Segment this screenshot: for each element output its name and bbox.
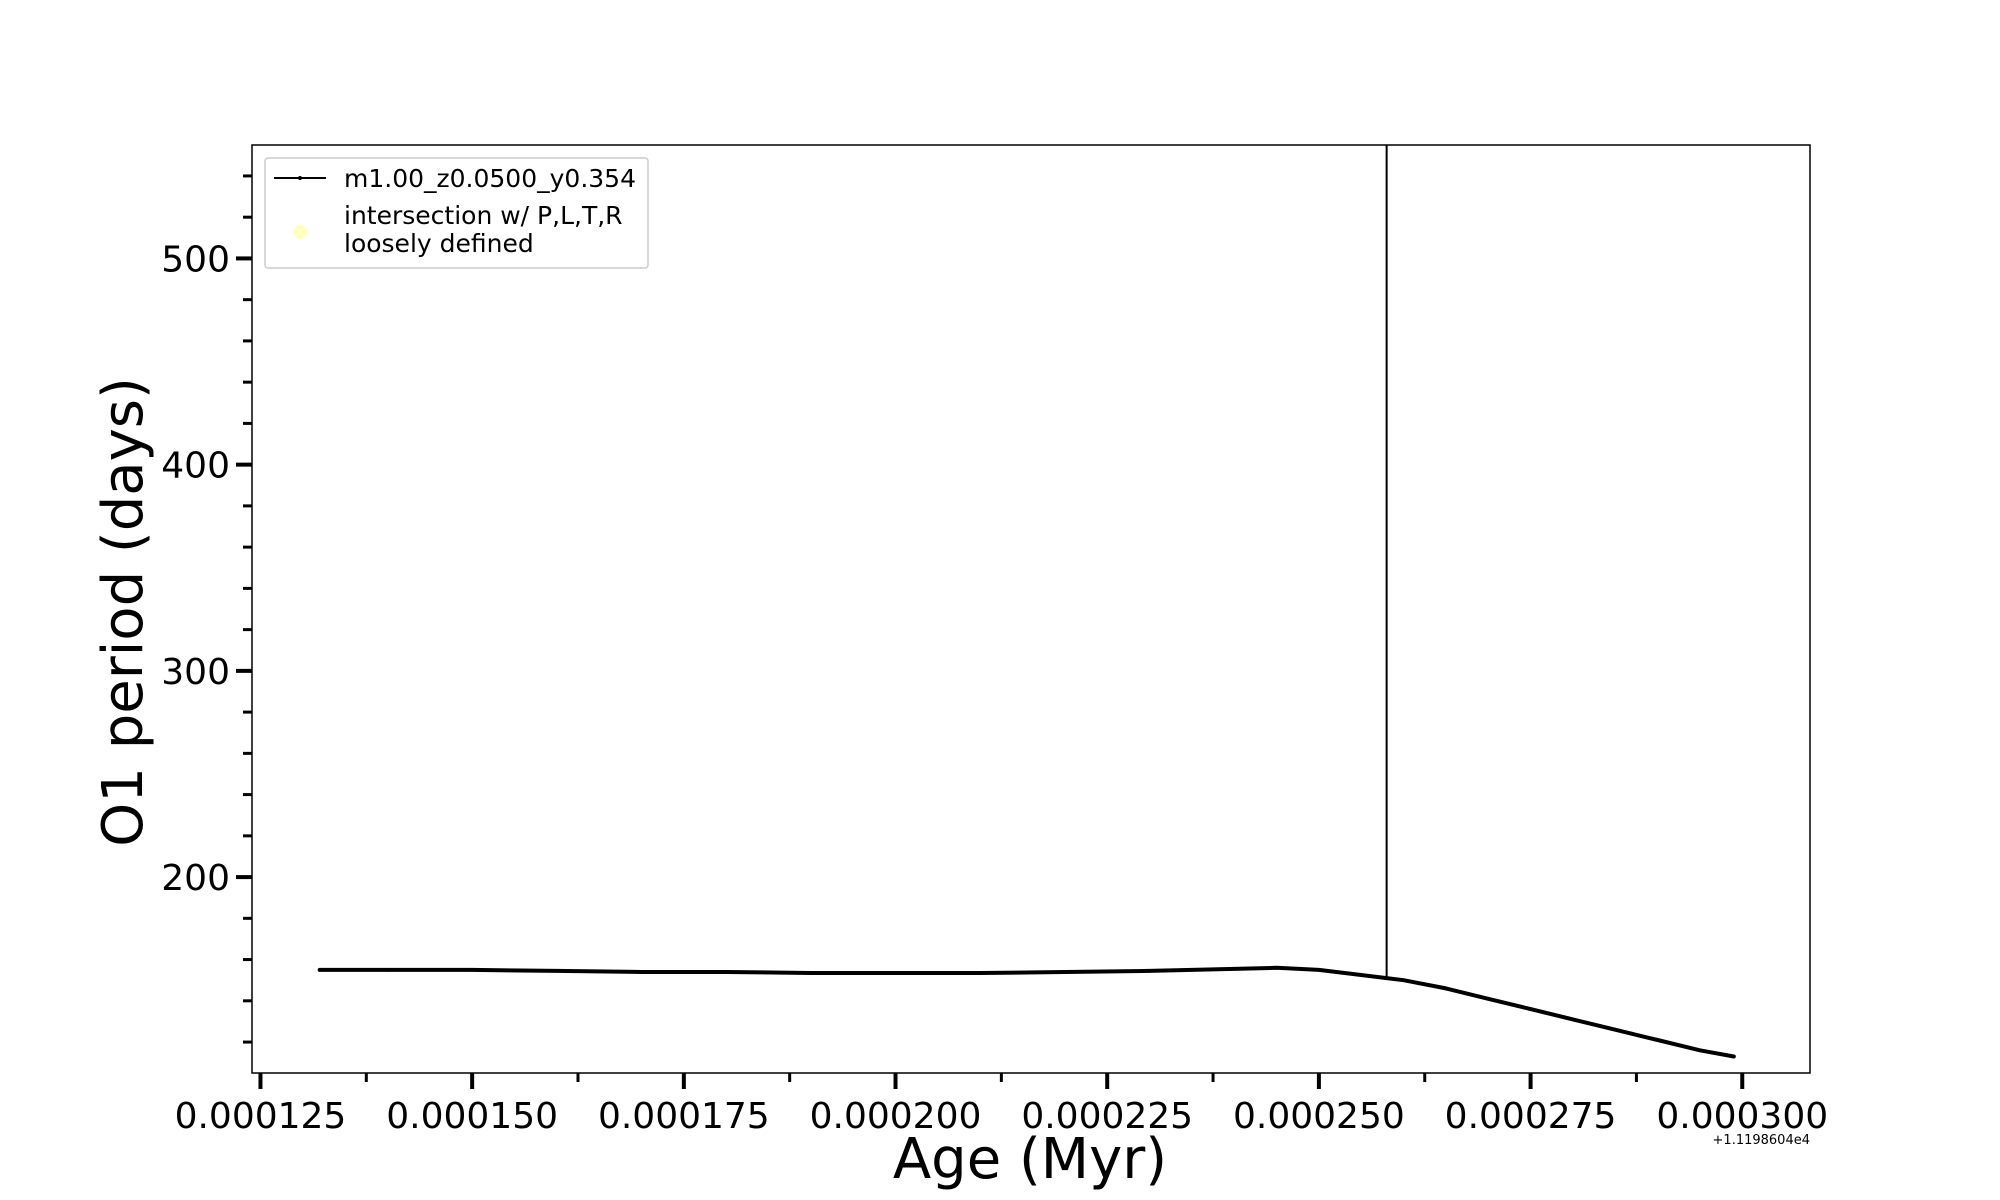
x-tick-label: 0.000300 — [1656, 1096, 1828, 1137]
legend-label-series: m1.00_z0.0500_y0.354 — [344, 164, 636, 193]
legend-label-intersection: intersection w/ P,L,T,R — [344, 201, 623, 230]
series-point — [1401, 978, 1406, 982]
series-point — [1613, 1027, 1618, 1032]
series-point — [317, 968, 322, 972]
series-point — [1359, 973, 1364, 977]
y-tick-label: 200 — [161, 858, 230, 899]
plot-frame — [251, 144, 1811, 1074]
x-tick-label: 0.000150 — [386, 1096, 558, 1137]
y-axis-label: O1 period (days) — [91, 377, 156, 847]
series-point — [809, 971, 813, 975]
y-tick-label: 400 — [161, 446, 230, 487]
x-axis-label: Age (Myr) — [893, 1127, 1167, 1192]
y-tick-label: 500 — [161, 239, 230, 280]
series-point — [1274, 966, 1279, 970]
x-offset-label: +1.1198604e4 — [1713, 1133, 1810, 1148]
series-point — [1063, 970, 1067, 974]
series-point — [1655, 1038, 1660, 1042]
x-tick-label: 0.000250 — [1233, 1096, 1405, 1137]
series-point — [1731, 1054, 1736, 1059]
series-point — [555, 969, 559, 973]
data-layer — [317, 145, 1736, 1059]
series-line — [317, 965, 1736, 1059]
series-point — [1384, 976, 1389, 980]
x-tick-label: 0.000275 — [1445, 1096, 1617, 1137]
legend: m1.00_z0.0500_y0.354 intersection w/ P,L… — [264, 157, 649, 269]
series-point — [1486, 996, 1491, 1001]
ticks-layer: 0.000125 0.000150 0.000175 0.000200 0.000225… — [161, 174, 1828, 1137]
y-tick-label: 300 — [161, 652, 230, 693]
series-point — [639, 970, 644, 974]
series-point — [1444, 986, 1448, 991]
x-tick-label: 0.000200 — [810, 1096, 982, 1137]
x-tick-label: 0.000225 — [1021, 1096, 1193, 1137]
series-point — [385, 968, 390, 972]
legend-box — [264, 157, 649, 269]
legend-line-marker — [298, 176, 302, 180]
legend-intersection-marker — [293, 225, 307, 239]
series-point — [1317, 968, 1321, 972]
x-tick-label: 0.000175 — [598, 1096, 770, 1137]
series-point — [470, 968, 474, 972]
series-point — [1571, 1017, 1575, 1022]
series-point — [893, 971, 898, 975]
series-point — [724, 970, 728, 974]
series-point — [1698, 1048, 1702, 1053]
legend-label-loosely-defined: loosely defined — [344, 229, 534, 258]
series-point — [1528, 1007, 1533, 1011]
x-tick-label: 0.000125 — [175, 1096, 347, 1137]
series-point — [1232, 967, 1237, 971]
series-point — [978, 971, 982, 975]
series-point — [1147, 969, 1152, 973]
